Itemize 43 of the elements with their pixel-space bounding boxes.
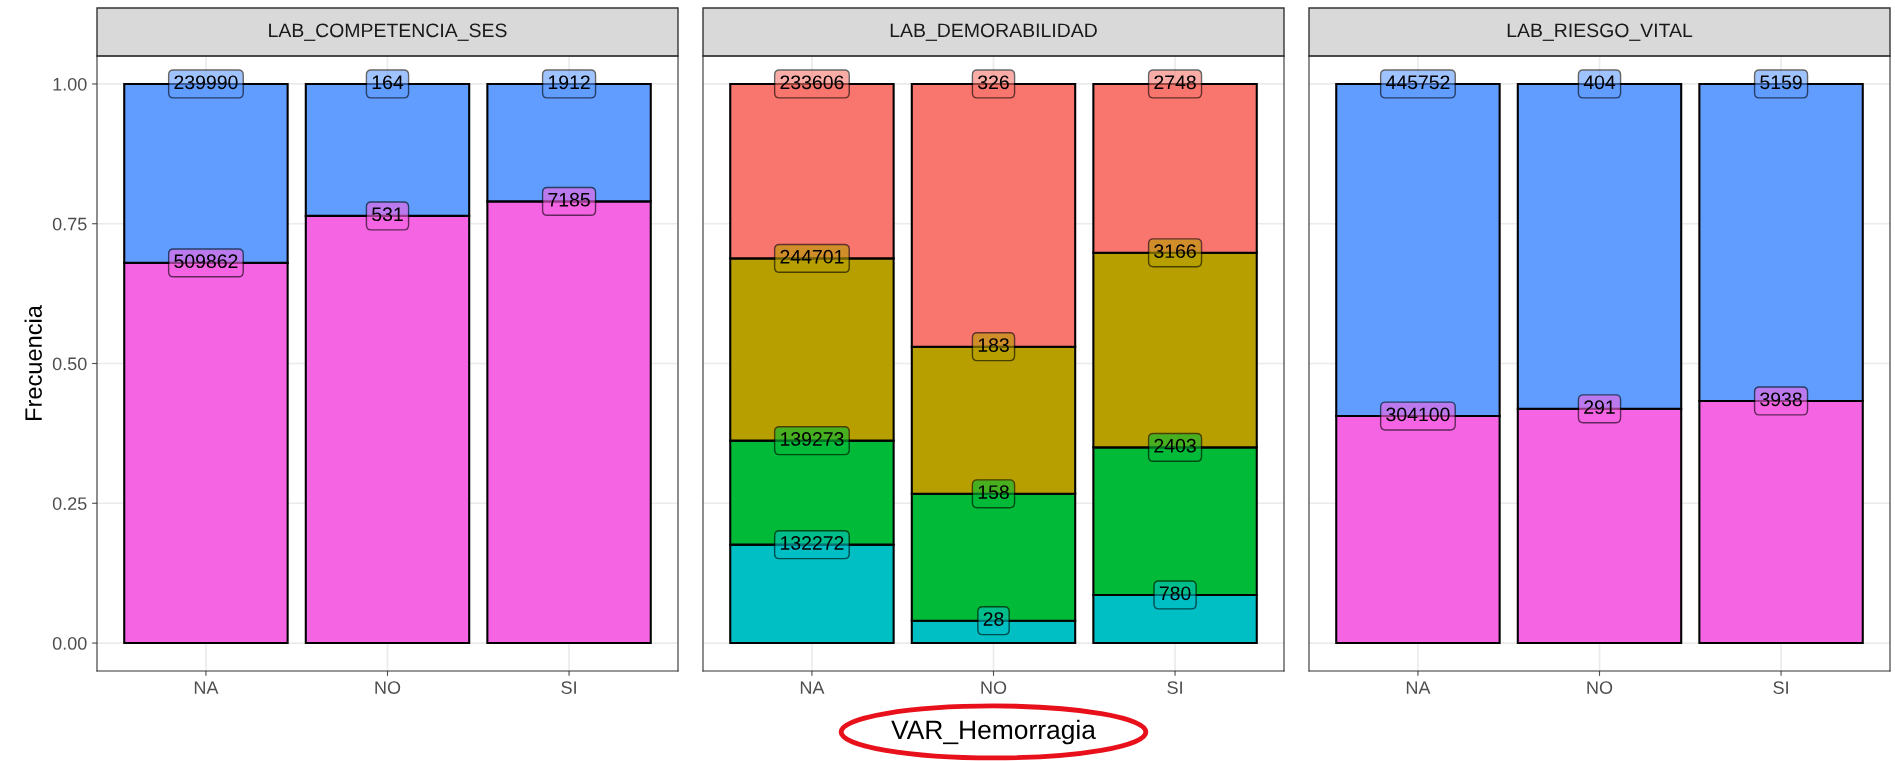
annotation: 3938 [1760,392,1802,407]
y-tick-label: 0.50 [52,357,87,371]
annotation: 244701 [780,249,844,264]
y-tick-label: 1.00 [53,77,87,91]
annotation: 139273 [780,432,844,446]
annotation: 3166 [1154,244,1196,259]
chart-title: LAB_DEMORABILIDAD [890,23,1097,41]
x-tick-label: NA [800,681,825,694]
x-tick-label: NO [375,681,401,694]
x-tick-label: SI [1167,681,1182,694]
annotation: 404 [1583,75,1616,90]
annotation: 304100 [1386,407,1450,422]
annotation: 132272 [780,536,844,550]
annotation: 326 [978,75,1009,90]
x-axis-title: VAR_Hemorragia [891,719,1096,745]
y-tick-label: 0.00 [52,636,87,650]
annotation: 5159 [1760,75,1802,90]
annotation: 291 [1584,400,1615,415]
annotation: 780 [1159,586,1191,601]
annotation: 239990 [174,75,238,90]
chart-title: LAB_COMPETENCIA_SES [269,23,507,41]
annotation: 2403 [1154,438,1196,453]
annotation: 531 [372,207,403,222]
y-tick-label: 0.25 [52,497,87,510]
annotation: 233606 [780,75,844,90]
x-tick-label: NA [1406,681,1431,694]
annotation: 158 [978,485,1009,499]
x-tick-label: SI [561,681,576,694]
annotation: 164 [372,75,404,90]
annotation: 7185 [548,192,590,207]
annotation: 509862 [174,254,238,269]
y-axis-title: Frecuencia [24,305,42,420]
x-tick-label: NA [194,681,219,694]
annotation: 445752 [1385,75,1450,90]
x-tick-label: NO [1587,681,1613,694]
annotation: 28 [983,612,1004,626]
annotation: 1912 [548,75,590,90]
y-tick-label: 0.75 [52,217,87,231]
annotation: 183 [978,338,1009,352]
x-tick-label: SI [1773,681,1788,694]
chart-title: LAB_RIESGO_VITAL [1507,23,1693,41]
x-tick-label: NO [981,681,1007,694]
annotation: 2748 [1154,75,1196,90]
